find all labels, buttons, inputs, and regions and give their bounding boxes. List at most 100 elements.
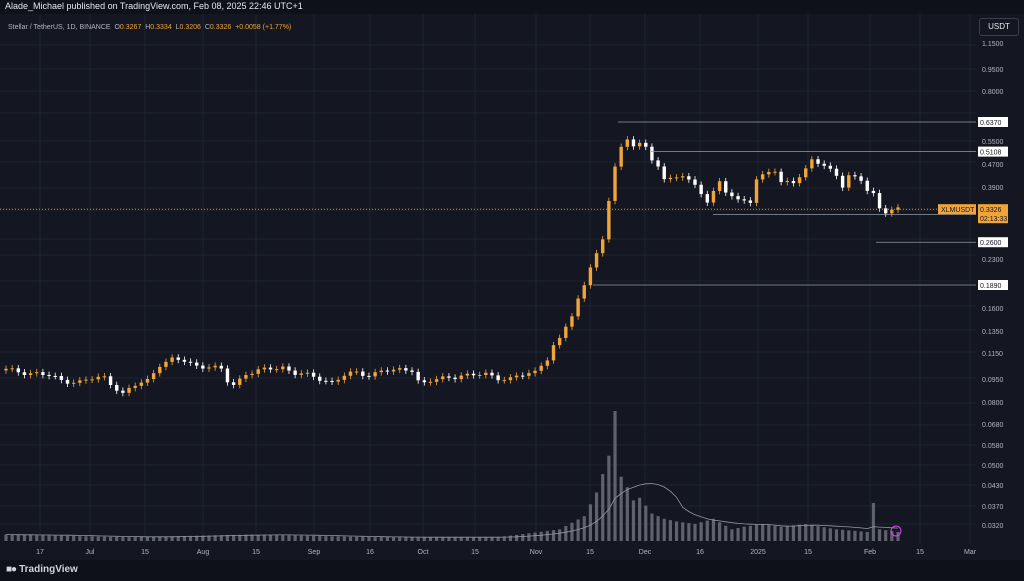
- candle-body: [311, 372, 316, 377]
- volume-bar: [650, 513, 654, 541]
- price-tick-label: 0.1350: [982, 329, 1004, 336]
- candle-body: [379, 370, 383, 373]
- volume-bar: [804, 524, 808, 541]
- candle-body: [705, 194, 709, 203]
- candle-body: [890, 209, 894, 214]
- volume-bar: [601, 474, 605, 541]
- price-tick-label: 0.2300: [982, 257, 1004, 264]
- candle-body: [188, 361, 193, 363]
- candle-body: [53, 375, 57, 377]
- candle-body: [10, 368, 14, 370]
- candle-body: [299, 373, 303, 375]
- candle-body: [428, 381, 433, 383]
- volume-bar: [121, 537, 125, 541]
- level-label-text: 0.2600: [980, 240, 1002, 247]
- volume-bar: [447, 537, 451, 541]
- volume-bar: [705, 520, 709, 541]
- volume-bar: [877, 529, 882, 541]
- candle-body: [674, 177, 679, 179]
- candle-body: [631, 139, 636, 147]
- volume-bar: [361, 536, 365, 541]
- quote-currency-button[interactable]: USDT: [979, 18, 1019, 36]
- candle-body: [644, 142, 648, 147]
- volume-bar: [761, 524, 765, 541]
- level-label-box: [978, 146, 1008, 157]
- volume-bar: [896, 531, 900, 541]
- time-tick-label: 15: [804, 549, 812, 556]
- candle-body: [324, 380, 328, 382]
- volume-bar: [348, 536, 353, 541]
- candle-body: [96, 376, 100, 380]
- time-axis[interactable]: 17 Jul 15 Aug 15 Sep 16 Oct 15 Nov 15 Dec 16 2025 15 Fe…: [0, 543, 977, 559]
- price-tick-label: 0.1150: [982, 351, 1003, 358]
- time-tick-label: Jul: [86, 549, 95, 556]
- volume-bar: [564, 526, 568, 541]
- volume-bar: [847, 530, 851, 541]
- volume-bar: [435, 537, 439, 541]
- volume-bar: [558, 529, 562, 541]
- candle-body: [78, 380, 82, 383]
- level-label: 0.2600: [978, 237, 1008, 248]
- time-tick-label: 15: [471, 549, 479, 556]
- time-tick-label: Sep: [308, 549, 321, 556]
- volume-bar: [65, 535, 70, 541]
- candle-body: [16, 368, 21, 373]
- volume-bar: [484, 537, 488, 541]
- volume-bar: [539, 531, 543, 541]
- volume-bar: [718, 522, 722, 541]
- price-tick-label: 0.4700: [982, 162, 1004, 169]
- volume-bar: [570, 522, 574, 541]
- candle-body: [804, 168, 808, 178]
- volume-bar: [478, 537, 482, 541]
- candle-body: [164, 361, 168, 367]
- volume-bar: [545, 530, 549, 541]
- candle-body: [748, 200, 753, 203]
- price-tick-label: 0.0500: [982, 463, 1004, 470]
- volume-bar: [404, 537, 408, 541]
- volume-bar: [102, 536, 107, 541]
- candle-body: [545, 360, 550, 366]
- candle-body: [127, 387, 131, 393]
- candle-body: [268, 367, 273, 370]
- volume-bar: [145, 536, 150, 541]
- volume-bar: [638, 497, 642, 541]
- volume-bar: [22, 534, 27, 541]
- candle-body: [361, 371, 365, 376]
- volume-bar: [699, 522, 703, 541]
- candle-body: [262, 367, 267, 370]
- volume-bar: [219, 535, 223, 541]
- candle-body: [102, 376, 107, 378]
- chart-area[interactable]: XLMUSDT: [0, 14, 976, 543]
- volume-bar: [791, 525, 796, 541]
- volume-bar: [416, 537, 420, 541]
- candle-body: [108, 376, 113, 386]
- candle-body: [305, 372, 310, 374]
- candle-body: [71, 382, 76, 384]
- volume-bar: [656, 516, 660, 541]
- candle-body: [281, 366, 285, 370]
- volume-bar: [662, 518, 666, 541]
- candle-body: [521, 375, 525, 377]
- tradingview-logo[interactable]: ■● TradingView: [6, 564, 78, 575]
- volume-bar: [471, 537, 476, 541]
- candle-body: [244, 375, 248, 379]
- candle-body: [496, 375, 500, 381]
- volume-bar: [687, 523, 691, 541]
- candle-body: [797, 177, 802, 184]
- candle-body: [760, 174, 765, 180]
- volume-bar: [232, 534, 236, 541]
- level-label-text: 0.6370: [980, 120, 1002, 127]
- volume-bar: [865, 531, 869, 541]
- candle-body: [367, 375, 371, 377]
- candle-body: [145, 378, 150, 383]
- time-tick-label: Aug: [197, 549, 210, 556]
- price-axis[interactable]: 0.63700.51080.32000.26000.18900.332602:1…: [976, 14, 1024, 543]
- volume-bar: [244, 534, 248, 541]
- level-label-text: 0.5108: [980, 150, 1002, 157]
- candle-body: [416, 371, 420, 381]
- volume-bar: [336, 536, 340, 541]
- volume-bar: [773, 525, 777, 541]
- volume-bar: [822, 527, 826, 541]
- candle-body: [201, 365, 205, 369]
- candle-body: [422, 380, 427, 383]
